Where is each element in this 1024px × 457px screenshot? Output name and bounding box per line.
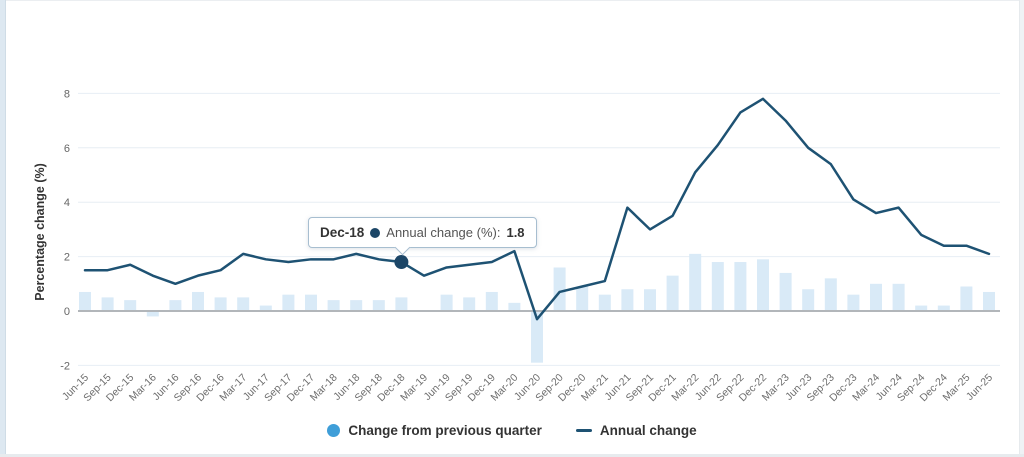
quarterly-bar[interactable]: [259, 305, 272, 311]
quarterly-bar[interactable]: [372, 300, 385, 311]
quarterly-bar[interactable]: [101, 297, 114, 311]
quarterly-bar[interactable]: [666, 275, 679, 311]
y-tick-label: 6: [64, 143, 70, 155]
y-tick-label: 8: [64, 88, 70, 100]
y-tick-label: 4: [64, 197, 70, 209]
legend-label-annual: Annual change: [599, 423, 697, 438]
quarterly-bar[interactable]: [237, 297, 250, 311]
quarterly-bar[interactable]: [350, 300, 363, 311]
legend-item-annual[interactable]: Annual change: [575, 423, 697, 438]
quarterly-bar[interactable]: [531, 311, 543, 363]
quarterly-bar[interactable]: [779, 272, 792, 311]
quarterly-bar[interactable]: [915, 305, 928, 311]
quarterly-bar[interactable]: [960, 286, 973, 311]
quarterly-bar[interactable]: [440, 294, 453, 311]
quarterly-bar[interactable]: [689, 253, 702, 311]
window-left-edge: [0, 0, 6, 457]
quarterly-bar[interactable]: [305, 294, 317, 311]
quarterly-bar[interactable]: [576, 286, 589, 311]
quarterly-bar[interactable]: [802, 289, 815, 311]
quarterly-bar[interactable]: [124, 300, 137, 311]
quarterly-bar[interactable]: [169, 300, 182, 311]
quarterly-bar[interactable]: [734, 262, 747, 311]
quarterly-bar[interactable]: [847, 294, 860, 311]
chart-tooltip: Dec-18 Annual change (%): 1.8: [308, 217, 537, 256]
quarterly-bar[interactable]: [983, 291, 995, 311]
tooltip-value: 1.8: [506, 225, 525, 240]
window-right-edge: [1019, 0, 1024, 457]
window-top-edge: [0, 0, 1024, 1]
tooltip-category: Dec-18: [320, 225, 365, 240]
tooltip-series-marker-icon: [370, 227, 381, 238]
quarterly-bar[interactable]: [553, 267, 566, 311]
quarterly-bar[interactable]: [463, 297, 476, 311]
annual-series-marker-icon: [575, 429, 592, 432]
tooltip-series-label: Annual change (%):: [386, 225, 501, 240]
y-tick-label: 2: [64, 252, 70, 264]
quarterly-bar[interactable]: [214, 297, 227, 311]
quarterly-bar[interactable]: [870, 283, 882, 311]
quarterly-bar[interactable]: [824, 278, 837, 311]
quarterly-bar[interactable]: [79, 291, 91, 311]
quarterly-bar[interactable]: [485, 291, 498, 311]
quarterly-bar[interactable]: [508, 302, 521, 311]
y-axis-title: Percentage change (%): [33, 163, 47, 301]
quarterly-bar[interactable]: [621, 289, 634, 311]
quarterly-series-marker-icon: [327, 424, 341, 437]
quarterly-bar[interactable]: [327, 300, 340, 311]
quarterly-bar[interactable]: [146, 311, 159, 317]
quarterly-bar[interactable]: [598, 294, 611, 311]
hover-point[interactable]: [394, 255, 409, 270]
quarterly-bar[interactable]: [757, 259, 769, 311]
chart-legend: Change from previous quarter Annual chan…: [0, 423, 1024, 438]
annual-change-line[interactable]: [83, 97, 991, 321]
quarterly-bar[interactable]: [395, 297, 408, 311]
legend-item-quarterly[interactable]: Change from previous quarter: [327, 423, 542, 438]
y-tick-label: 0: [64, 306, 70, 318]
quarterly-bar[interactable]: [892, 283, 905, 311]
y-tick-label: -2: [60, 360, 70, 372]
window-bottom-edge: [0, 454, 1024, 457]
quarterly-bar[interactable]: [644, 289, 656, 311]
quarterly-bar[interactable]: [282, 294, 295, 311]
x-tick-label: Jun-25: [964, 372, 995, 403]
quarterly-bar[interactable]: [937, 305, 950, 311]
legend-label-quarterly: Change from previous quarter: [348, 423, 542, 438]
quarterly-bar[interactable]: [711, 262, 724, 311]
quarterly-bar[interactable]: [192, 291, 204, 311]
